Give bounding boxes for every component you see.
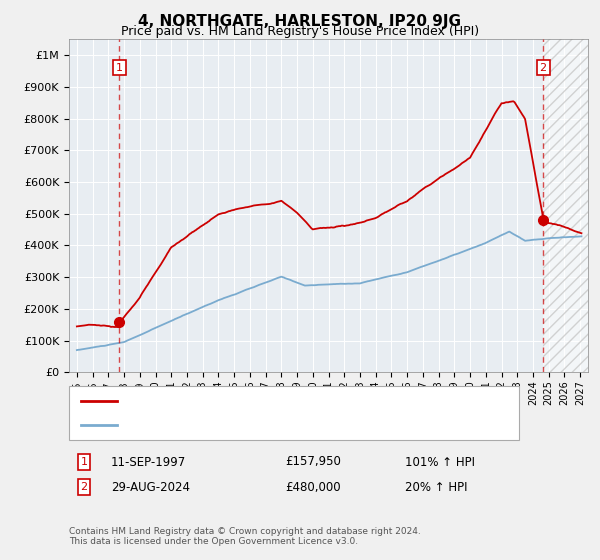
Bar (543, 39, 588, 372)
Text: 11-SEP-1997: 11-SEP-1997 (111, 455, 186, 469)
Text: 2: 2 (80, 482, 88, 492)
Text: 4, NORTHGATE, HARLESTON, IP20 9JG: 4, NORTHGATE, HARLESTON, IP20 9JG (139, 14, 461, 29)
Text: 20% ↑ HPI: 20% ↑ HPI (405, 480, 467, 494)
Text: 4, NORTHGATE, HARLESTON, IP20 9JG (detached house): 4, NORTHGATE, HARLESTON, IP20 9JG (detac… (126, 395, 456, 408)
Text: 1: 1 (80, 457, 88, 467)
Text: £157,950: £157,950 (285, 455, 341, 469)
Text: 101% ↑ HPI: 101% ↑ HPI (405, 455, 475, 469)
Text: £480,000: £480,000 (285, 480, 341, 494)
Text: 2: 2 (539, 63, 547, 73)
Text: Price paid vs. HM Land Registry's House Price Index (HPI): Price paid vs. HM Land Registry's House … (121, 25, 479, 38)
Text: 1: 1 (116, 63, 123, 73)
Text: HPI: Average price, detached house, South Norfolk: HPI: Average price, detached house, Sout… (126, 418, 425, 431)
Bar (543, 39, 588, 372)
Text: 29-AUG-2024: 29-AUG-2024 (111, 480, 190, 494)
Text: Contains HM Land Registry data © Crown copyright and database right 2024.
This d: Contains HM Land Registry data © Crown c… (69, 526, 421, 546)
